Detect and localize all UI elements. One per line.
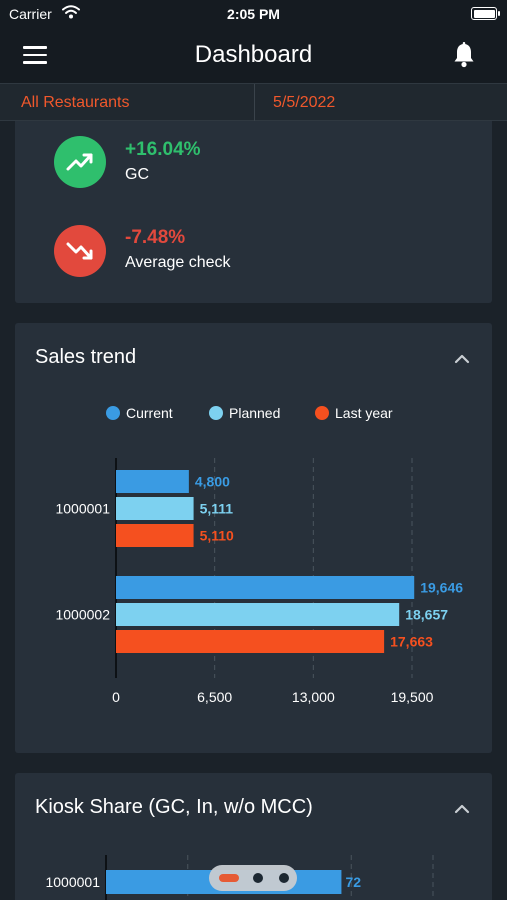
trending-down-icon	[54, 225, 106, 277]
average-check-change-value: -7.48%	[125, 227, 186, 248]
bar-value-label: 18,657	[405, 607, 448, 623]
battery-icon	[471, 7, 497, 20]
bar-value-label: 5,111	[200, 501, 234, 517]
gc-label: GC	[125, 166, 149, 183]
wifi-icon	[62, 5, 80, 24]
legend-last-year: Last year	[315, 405, 393, 421]
hamburger-menu-icon[interactable]	[23, 46, 47, 64]
bar	[116, 603, 400, 626]
bar	[116, 524, 194, 547]
date-filter[interactable]: 5/5/2022	[273, 94, 336, 111]
status-time: 2:05 PM	[227, 6, 280, 22]
gc-change-value: +16.04%	[125, 139, 201, 160]
category-label: 1000002	[55, 607, 110, 623]
category-label: 1000001	[55, 501, 110, 517]
sales-trend-card: Sales trend Current Planned Last year 0 6…	[15, 323, 492, 753]
x-tick-label: 6,500	[197, 689, 232, 705]
legend-current: Current	[106, 405, 173, 421]
legend-current-label: Current	[126, 405, 173, 421]
sales-trend-chart: 0 6,500 13,000 19,500 1000001 4,800 5,111 5,110…	[55, 458, 463, 705]
bar	[116, 630, 385, 653]
x-tick-label: 0	[112, 689, 120, 705]
page-indicator-dot[interactable]	[279, 873, 289, 883]
trending-up-icon	[54, 136, 106, 188]
carrier-label: Carrier	[9, 6, 52, 22]
bar-value-label: 5,110	[200, 528, 234, 544]
average-check-label: Average check	[125, 254, 231, 271]
chevron-up-icon[interactable]	[454, 801, 470, 819]
page-indicator[interactable]	[209, 865, 297, 891]
filter-divider	[254, 84, 255, 122]
page-indicator-dot[interactable]	[253, 873, 263, 883]
page-title: Dashboard	[194, 41, 313, 68]
status-bar: Carrier 2:05 PM	[0, 0, 507, 28]
bar	[116, 576, 415, 599]
legend-current-dot	[106, 406, 120, 420]
bell-icon[interactable]	[453, 42, 475, 73]
x-tick-label: 13,000	[292, 689, 335, 705]
legend-last-year-dot	[315, 406, 329, 420]
kpi-card: +16.04% GC -7.48% Average check	[15, 121, 492, 303]
restaurant-filter[interactable]: All Restaurants	[21, 94, 130, 111]
bar-value-label: 72	[345, 874, 361, 890]
bar	[116, 497, 194, 520]
chevron-up-icon[interactable]	[454, 351, 470, 369]
kiosk-share-title: Kiosk Share (GC, In, w/o MCC)	[35, 796, 313, 818]
category-label: 1000001	[45, 874, 100, 890]
bar-value-label: 17,663	[390, 634, 433, 650]
legend-planned-dot	[209, 406, 223, 420]
battery-tip	[498, 11, 500, 16]
bar	[116, 470, 189, 493]
page-indicator-active[interactable]	[219, 874, 239, 882]
sales-trend-title: Sales trend	[35, 346, 137, 368]
bar-value-label: 4,800	[195, 474, 230, 490]
sales-trend-legend: Current Planned Last year	[15, 405, 492, 425]
bar-value-label: 19,646	[420, 580, 463, 596]
filter-bar: All Restaurants 5/5/2022	[0, 83, 507, 122]
legend-planned: Planned	[209, 405, 280, 421]
legend-planned-label: Planned	[229, 405, 281, 421]
navigation-bar: Dashboard	[0, 28, 507, 83]
legend-last-year-label: Last year	[335, 405, 393, 421]
x-tick-label: 19,500	[391, 689, 434, 705]
